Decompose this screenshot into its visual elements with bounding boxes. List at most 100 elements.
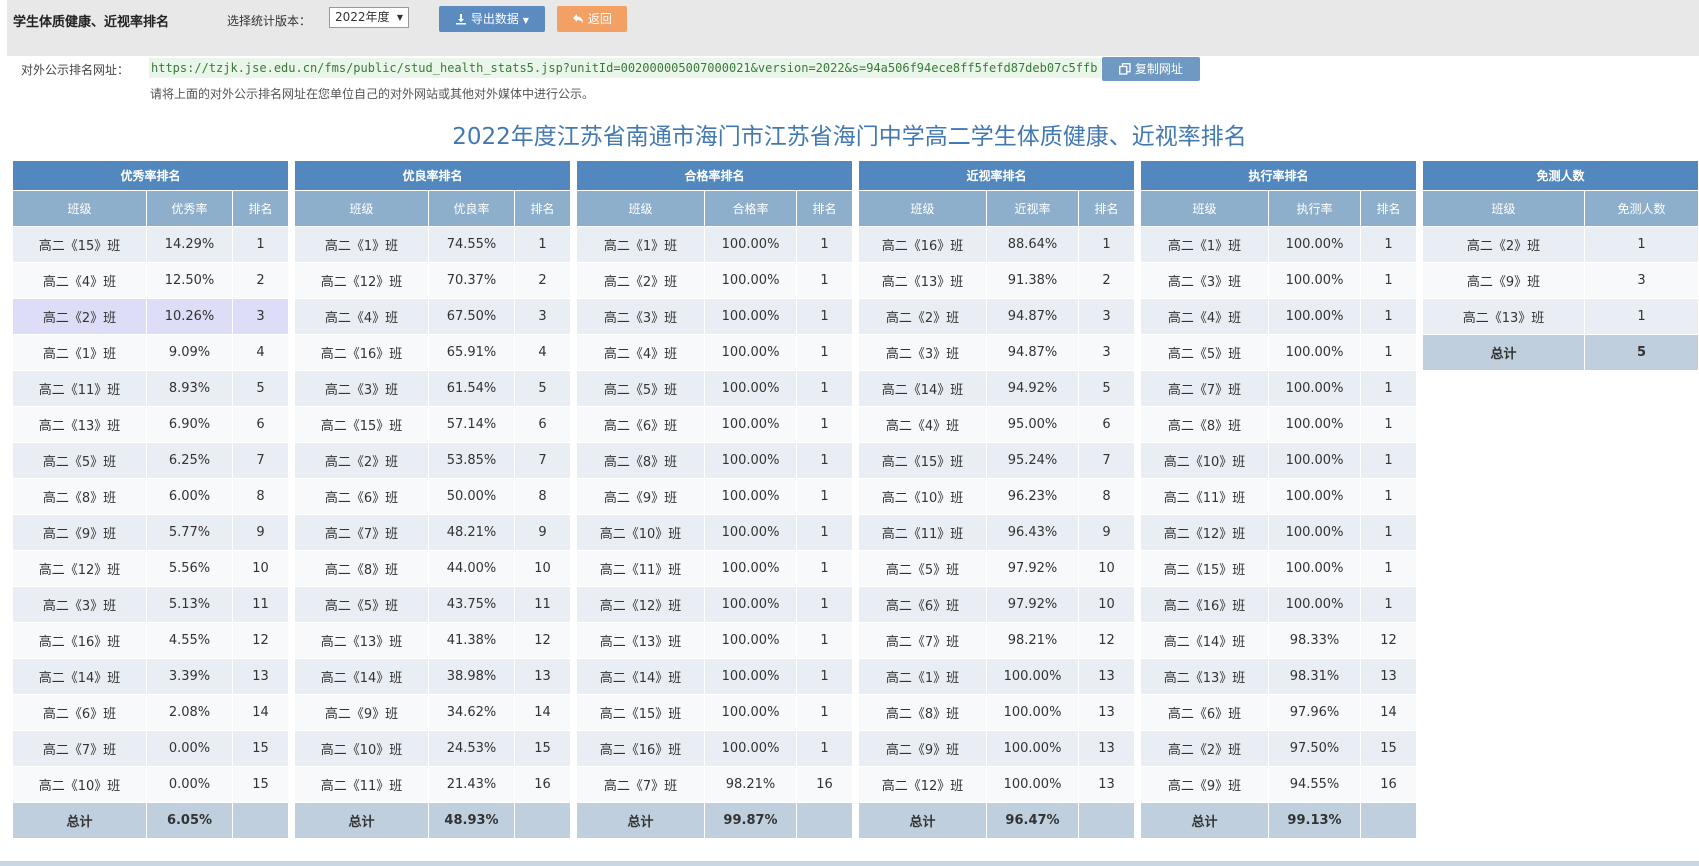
public-url-text[interactable]: https://tzjk.jse.edu.cn/fms/public/stud_… (149, 58, 1101, 78)
table-cell: 100.00% (704, 298, 797, 335)
table-cell: 高二《11》班 (858, 514, 987, 551)
total-cell (231, 802, 290, 839)
table-row: 高二《1》班 100.00% 13 (858, 658, 1136, 695)
good-rate-table: 优良率排名 班级 优良率 排名 高二《1》班 74.55% 1 高二《12》班 70.37% 2 高… (293, 160, 572, 839)
table-row: 高二《4》班 12.50% 2 (12, 262, 290, 299)
table-cell: 高二《7》班 (1140, 370, 1269, 407)
table-cell: 高二《9》班 (1140, 766, 1269, 803)
table-cell: 16 (1359, 766, 1418, 803)
table-cell: 12 (1077, 622, 1136, 659)
table-cell: 100.00% (704, 334, 797, 371)
back-button[interactable]: 返回 (557, 6, 627, 32)
table-row: 高二《11》班 96.43% 9 (858, 514, 1136, 551)
table-cell: 1 (795, 730, 854, 767)
table-row: 高二《8》班 6.00% 8 (12, 478, 290, 515)
copy-icon (1119, 63, 1131, 75)
table-row: 高二《10》班 24.53% 15 (294, 730, 572, 767)
table-cell: 70.37% (428, 262, 515, 299)
table-cell: 100.00% (704, 658, 797, 695)
table-cell: 12 (231, 622, 290, 659)
table-cell: 13 (1077, 658, 1136, 695)
export-data-button[interactable]: 导出数据 ▼ (439, 6, 545, 32)
table-row: 高二《3》班 100.00% 1 (1140, 262, 1418, 299)
table-cell: 15 (231, 730, 290, 767)
table-row: 高二《10》班 0.00% 15 (12, 766, 290, 803)
table-row: 高二《16》班 88.64% 1 (858, 226, 1136, 263)
table-row: 高二《13》班 98.31% 13 (1140, 658, 1418, 695)
table-row: 高二《7》班 48.21% 9 (294, 514, 572, 551)
table-cell: 100.00% (1268, 226, 1361, 263)
table-row: 高二《13》班 91.38% 2 (858, 262, 1136, 299)
table-row: 高二《4》班 100.00% 1 (576, 334, 854, 371)
table-cell: 高二《5》班 (1140, 334, 1269, 371)
table-cell: 高二《1》班 (12, 334, 147, 371)
copy-url-button[interactable]: 复制网址 (1102, 57, 1200, 81)
table-row: 高二《12》班 5.56% 10 (12, 550, 290, 587)
table-cell: 1 (1359, 370, 1418, 407)
table-cell: 高二《15》班 (858, 442, 987, 479)
table-cell: 5 (1077, 370, 1136, 407)
total-cell: 5 (1583, 334, 1699, 371)
column-header: 优良率 (428, 190, 515, 227)
table-cell: 100.00% (986, 694, 1079, 731)
table-row: 高二《9》班 34.62% 14 (294, 694, 572, 731)
table-cell: 41.38% (428, 622, 515, 659)
table-cell: 10 (1077, 586, 1136, 623)
table-cell: 高二《7》班 (12, 730, 147, 767)
total-cell: 96.47% (986, 802, 1079, 839)
column-header: 近视率 (986, 190, 1079, 227)
table-cell: 高二《7》班 (576, 766, 705, 803)
table-cell: 98.31% (1268, 658, 1361, 695)
column-header: 班级 (576, 190, 705, 227)
table-cell: 高二《2》班 (858, 298, 987, 335)
table-cell: 高二《14》班 (12, 658, 147, 695)
table-cell: 高二《2》班 (12, 298, 147, 335)
table-cell: 0.00% (146, 730, 233, 767)
table-title: 执行率排名 (1139, 160, 1418, 191)
table-cell: 高二《11》班 (1140, 478, 1269, 515)
table-cell: 43.75% (428, 586, 515, 623)
table-row: 高二《7》班 98.21% 12 (858, 622, 1136, 659)
table-cell: 高二《3》班 (294, 370, 429, 407)
table-cell: 88.64% (986, 226, 1079, 263)
table-cell: 98.33% (1268, 622, 1361, 659)
table-cell: 100.00% (1268, 586, 1361, 623)
table-row: 高二《16》班 100.00% 1 (576, 730, 854, 767)
table-cell: 94.87% (986, 298, 1079, 335)
table-cell: 1 (795, 694, 854, 731)
table-cell: 3 (1583, 262, 1699, 299)
back-label: 返回 (587, 12, 612, 26)
table-cell: 高二《4》班 (294, 298, 429, 335)
table-cell: 13 (1077, 730, 1136, 767)
table-cell: 1 (231, 226, 290, 263)
table-cell: 3 (1077, 298, 1136, 335)
total-cell (1359, 802, 1418, 839)
table-cell: 9 (1077, 514, 1136, 551)
total-row: 总计 48.93% (294, 802, 572, 839)
table-row: 高二《10》班 96.23% 8 (858, 478, 1136, 515)
table-row: 高二《3》班 100.00% 1 (576, 298, 854, 335)
table-cell: 1 (1077, 226, 1136, 263)
table-row: 高二《11》班 21.43% 16 (294, 766, 572, 803)
table-cell: 100.00% (1268, 442, 1361, 479)
table-row: 高二《13》班 41.38% 12 (294, 622, 572, 659)
table-cell: 6 (1077, 406, 1136, 443)
table-cell: 53.85% (428, 442, 515, 479)
table-cell: 13 (231, 658, 290, 695)
table-row: 高二《15》班 57.14% 6 (294, 406, 572, 443)
version-select[interactable]: 2022年度 ▼ (329, 7, 409, 28)
table-cell: 8 (231, 478, 290, 515)
table-cell: 100.00% (704, 442, 797, 479)
table-cell: 高二《8》班 (294, 550, 429, 587)
table-cell: 10 (513, 550, 572, 587)
table-row: 高二《1》班 100.00% 1 (576, 226, 854, 263)
table-cell: 24.53% (428, 730, 515, 767)
table-title: 免测人数 (1421, 160, 1699, 191)
table-cell: 5 (513, 370, 572, 407)
table-cell: 100.00% (1268, 370, 1361, 407)
table-cell: 高二《4》班 (1140, 298, 1269, 335)
table-cell: 1 (795, 658, 854, 695)
table-cell: 高二《15》班 (12, 226, 147, 263)
table-row: 高二《14》班 100.00% 1 (576, 658, 854, 695)
table-cell: 高二《11》班 (576, 550, 705, 587)
